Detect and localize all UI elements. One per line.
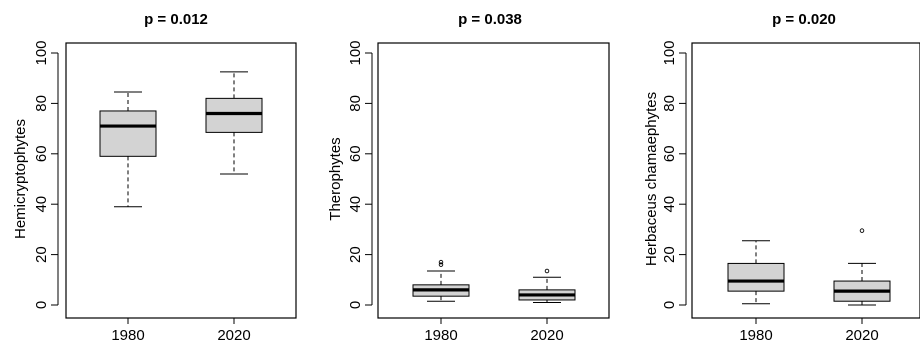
- iqr-box: [727, 262, 785, 292]
- y-tick-label: 20: [347, 246, 364, 263]
- y-tick-label: 60: [347, 145, 364, 162]
- plot-frame: [377, 42, 610, 319]
- y-tick-label: 80: [347, 95, 364, 112]
- x-tick-label: 2020: [217, 327, 250, 341]
- x-tick-label: 1980: [424, 327, 457, 341]
- y-tick-label: 100: [33, 40, 50, 65]
- y-tick-label: 100: [347, 40, 364, 65]
- iqr-box: [99, 110, 157, 157]
- x-tick-label: 2020: [530, 327, 563, 341]
- y-tick-label: 80: [33, 95, 50, 112]
- y-tick-label: 0: [661, 301, 678, 309]
- y-tick-label: 0: [33, 301, 50, 309]
- y-tick-label: 60: [661, 145, 678, 162]
- y-tick-label: 20: [661, 246, 678, 263]
- y-tick-label: 40: [33, 196, 50, 213]
- y-tick-label: 0: [347, 301, 364, 309]
- outlier-point: [438, 262, 444, 267]
- panel-2: p = 0.038 Therophytes 0 20 40 60 80 100 1980 2020: [327, 11, 610, 341]
- iqr-box: [205, 97, 263, 133]
- box-1980: [727, 240, 785, 305]
- x-tick-label: 2020: [845, 327, 878, 341]
- y-tick-label: 100: [661, 40, 678, 65]
- y-axis-label: Herbaceus chamaephytes: [643, 92, 660, 266]
- x-tick-label: 1980: [111, 327, 144, 341]
- y-axis-label: Hemicryptophytes: [12, 119, 29, 239]
- panel-title: p = 0.012: [144, 11, 208, 28]
- panel-1: p = 0.012 Hemicryptophytes 0 20 40 60 80 100 198…: [12, 11, 297, 341]
- x-tick-label: 1980: [739, 327, 772, 341]
- box-2020: [833, 228, 891, 306]
- y-tick-label: 40: [661, 196, 678, 213]
- y-tick-label: 20: [33, 246, 50, 263]
- outlier-point: [544, 268, 550, 274]
- box-2020: [205, 71, 263, 175]
- outlier-point: [438, 259, 444, 265]
- plot-frame: [691, 42, 920, 319]
- panel-title: p = 0.020: [772, 11, 836, 28]
- panel-3: p = 0.020 Herbaceus chamaephytes 0 20 40 60 80…: [643, 11, 920, 341]
- y-tick-label: 80: [661, 95, 678, 112]
- panel-title: p = 0.038: [458, 11, 522, 28]
- box-1980: [412, 259, 470, 302]
- box-2020: [518, 268, 576, 303]
- y-axis-label: Therophytes: [327, 137, 344, 220]
- y-tick-label: 60: [33, 145, 50, 162]
- box-1980: [99, 91, 157, 208]
- y-tick-label: 40: [347, 196, 364, 213]
- outlier-point: [859, 228, 865, 233]
- plot-frame: [65, 42, 297, 319]
